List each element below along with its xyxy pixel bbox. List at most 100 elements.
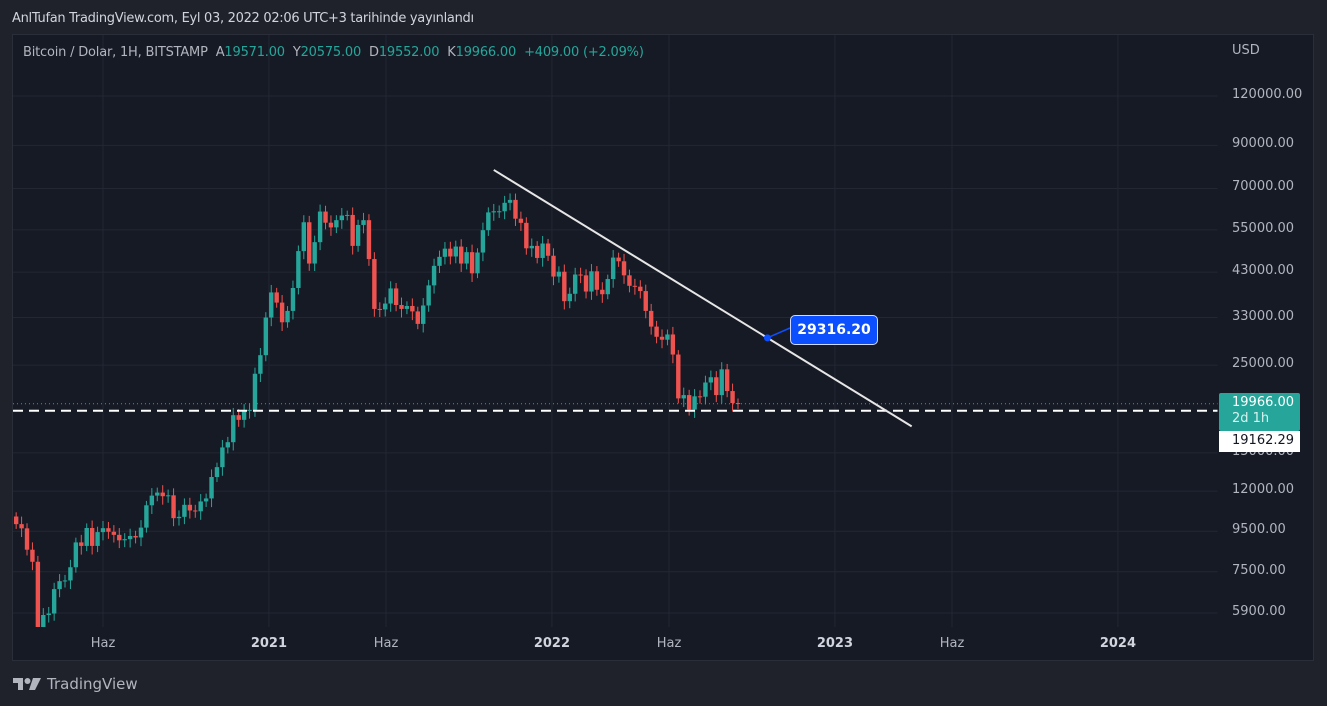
candle-body [252,373,258,410]
candle-body [133,535,138,538]
candle-body [502,202,507,212]
candle [366,214,372,266]
candle [670,326,676,364]
candle-body [345,214,350,216]
candle-body [648,310,654,327]
candle-body [366,220,372,260]
candle [529,238,534,257]
candle-body [30,549,35,562]
candle [138,520,144,547]
candle [203,493,209,507]
chart-frame[interactable] [12,34,1314,661]
candle-body [334,220,339,228]
candle-body [497,211,502,213]
candle [415,306,420,330]
candle [600,282,605,303]
candle [285,306,290,328]
price-tick-label: 25000.00 [1232,356,1295,372]
candle-body [355,224,361,246]
candle [453,240,458,264]
candle-body [89,527,95,546]
candle [426,279,431,312]
candle-body [361,220,366,225]
candle-body [464,252,469,264]
trendline-price-callout[interactable]: 29316.20 [790,315,878,345]
candle-body [312,242,317,264]
candle-body [714,377,719,396]
symbol-legend: Bitcoin / Dolar, 1H, BITSTAMP A19571.00 Y2… [23,45,652,60]
candle [459,239,464,272]
candle-body [676,354,681,399]
time-tick-label: 2022 [533,636,571,651]
candle-body [399,305,404,309]
candle [502,195,507,220]
candle [372,252,377,317]
candle [410,298,415,321]
candle-body [290,287,296,311]
candle-body [13,516,19,525]
candle [149,488,155,514]
candle-body [263,317,269,356]
candle-body [301,222,307,252]
tradingview-logo[interactable]: TradingView [13,675,138,693]
candle-body [621,261,627,276]
candle-body [540,243,545,258]
candle [68,559,73,590]
candle [556,266,562,283]
candle-body [393,288,399,306]
price-tick-label: 70000.00 [1232,179,1295,195]
candle [339,207,345,229]
candle-body [377,308,382,310]
candle [209,469,214,508]
candle [676,350,681,404]
candle-body [285,310,290,323]
candle-body [686,395,692,410]
candle [654,320,659,344]
candle-body [241,410,247,420]
candle-body [719,369,724,396]
symbol-name: Bitcoin / Dolar, 1H, BITSTAMP [23,45,208,60]
candle [659,329,665,349]
candle [41,608,46,627]
price-tick-label: 9500.00 [1232,522,1286,538]
candle [220,439,225,476]
candle-body [231,415,236,443]
candle [616,252,621,267]
candle [393,282,399,312]
candle-body [68,567,73,581]
candle-body [193,510,198,512]
candle-body [388,288,393,304]
currency-label[interactable]: USD [1232,43,1260,58]
candle-body [421,305,426,324]
candle-body [176,516,182,519]
candle-body [84,527,89,546]
candle-body [415,311,420,324]
publication-header: AnlTufan TradingView.com, Eyl 03, 2022 0… [12,11,474,26]
candle [448,241,453,265]
candle [247,403,252,419]
candle-body [529,245,534,249]
price-tick-label: 90000.00 [1232,136,1295,152]
candle-body [187,504,193,511]
candle [621,253,627,284]
candle-body [692,396,697,410]
candle-body [442,248,448,257]
candle-body [643,291,648,311]
candle-body [350,214,355,246]
candle [193,504,198,518]
candle-body [209,476,214,499]
low-value: 19552.00 [378,45,440,60]
candle-body [562,271,567,302]
candle-body [448,248,453,257]
candle-body [100,528,106,533]
candle [638,280,643,299]
candle-body [518,218,524,223]
candle-body [703,382,708,397]
candle-body [111,531,117,535]
candle [258,347,263,383]
candle-body [236,415,241,420]
candle [89,520,95,555]
candle-body [583,275,589,292]
price-tick-label: 33000.00 [1232,308,1295,324]
